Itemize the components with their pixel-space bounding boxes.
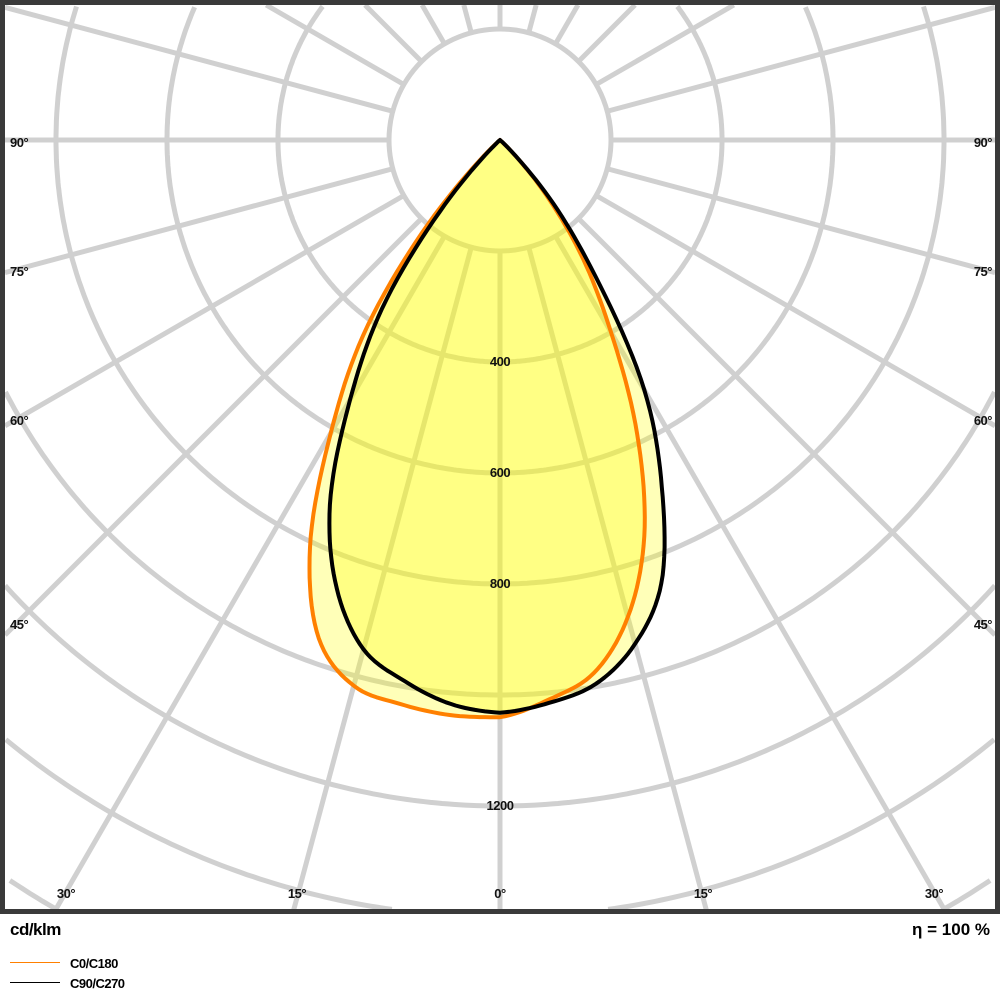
radial-gridline [5,216,424,637]
radial-gridline [594,5,736,87]
radial-gridline [526,246,709,910]
radial-gridline [461,5,474,34]
curves [307,138,667,720]
ring-gridline [5,583,995,809]
radial-gridline [53,234,447,910]
angle-label-right: 90° [973,135,993,150]
radial-gridline [526,5,539,34]
radial-gridline [576,5,637,64]
radial-gridline [5,193,406,428]
ring-gridline [5,390,995,698]
angle-label-right: 75° [973,264,993,279]
radial-gridline [264,5,406,87]
radial-gridline [553,234,947,910]
curve-c90-c270 [327,138,667,715]
radial-tick-label: 400 [489,354,511,369]
angle-label-left: 60° [10,413,29,428]
legend-label-c90-c270: C90/C270 [70,976,125,991]
curve-c0-c180 [307,138,647,720]
legend-label-c0-c180: C0/C180 [70,956,118,971]
radial-gridline [594,193,995,428]
radial-gridline [576,216,995,637]
radial-gridline [363,5,424,64]
ring-gridline [8,878,992,910]
legend-line-c0-c180 [10,962,60,963]
angle-label-right: 60° [973,413,993,428]
legend-line-c90-c270 [10,982,60,983]
angle-label-bottom: 30° [924,886,944,901]
ring-gridline [164,6,836,476]
angle-label-left: 45° [10,617,29,632]
angle-label-left: 90° [10,135,29,150]
angle-label-bottom: 15° [693,886,713,901]
angle-label-bottom: 30° [56,886,76,901]
ring-gridline [5,737,995,910]
radial-gridline [553,5,581,46]
ring-gridline [275,5,725,365]
radial-tick-label: 1200 [486,798,514,813]
efficiency-label: η = 100 % [912,920,990,939]
angle-label-right: 45° [973,617,993,632]
radial-gridline [419,5,447,46]
angle-label-bottom: 15° [287,886,307,901]
chart-frame [0,0,1000,914]
unit-label: cd/klm [10,920,61,939]
radial-tick-label: 800 [489,576,511,591]
radial-tick-label: 600 [489,465,511,480]
angle-label-left: 75° [10,264,29,279]
radial-gridline [291,246,474,910]
polar-chart [0,0,1000,914]
fill-c90-c270 [329,140,665,713]
ring-gridline [53,5,947,587]
angle-label-bottom: 0° [494,886,506,901]
